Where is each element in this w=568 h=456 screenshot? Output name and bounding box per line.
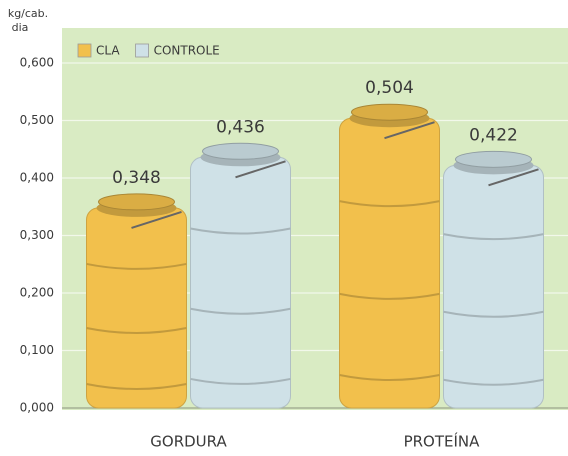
y-tick-label: 0,200: [20, 286, 54, 300]
bar: [444, 165, 544, 408]
data-label: 0,504: [365, 78, 414, 98]
bar: [191, 157, 291, 408]
bar: [340, 118, 440, 408]
data-label: 0,348: [112, 168, 161, 188]
y-tick-label: 0,400: [20, 171, 54, 185]
y-tick-label: 0,300: [20, 228, 54, 242]
data-label: 0,422: [469, 125, 518, 145]
y-tick-label: 0,000: [20, 401, 54, 415]
legend-swatch: [78, 44, 91, 57]
legend-label: CONTROLE: [154, 44, 220, 58]
x-tick-label: GORDURA: [150, 433, 227, 451]
data-label: 0,436: [216, 117, 265, 137]
y-tick-label: 0,600: [20, 56, 54, 70]
y-label-line: dia: [12, 21, 29, 34]
can-mouth: [203, 143, 279, 159]
chart: kg/cab. dia 0,000 0,100 0,200 0,300 0,400 0,5…: [0, 0, 568, 452]
can-mouth: [456, 151, 532, 167]
can-mouth: [99, 194, 175, 210]
y-tick-label: 0,100: [20, 343, 54, 357]
legend-label: CLA: [96, 44, 120, 58]
y-label-line: kg/cab.: [8, 7, 48, 20]
can-mouth: [352, 104, 428, 120]
x-tick-label: PROTEÍNA: [404, 432, 481, 451]
y-tick-label: 0,500: [20, 113, 54, 127]
bar: [87, 208, 187, 408]
legend-swatch: [136, 44, 149, 57]
